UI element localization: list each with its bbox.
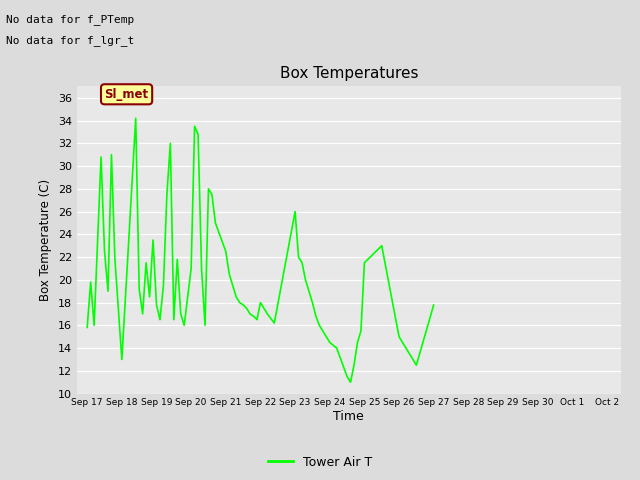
Legend: Tower Air T: Tower Air T bbox=[263, 451, 377, 474]
Title: Box Temperatures: Box Temperatures bbox=[280, 66, 418, 81]
Text: No data for f_lgr_t: No data for f_lgr_t bbox=[6, 35, 134, 46]
X-axis label: Time: Time bbox=[333, 410, 364, 423]
Text: Sl_met: Sl_met bbox=[104, 88, 148, 101]
Text: No data for f_PTemp: No data for f_PTemp bbox=[6, 13, 134, 24]
Y-axis label: Box Temperature (C): Box Temperature (C) bbox=[39, 179, 52, 301]
